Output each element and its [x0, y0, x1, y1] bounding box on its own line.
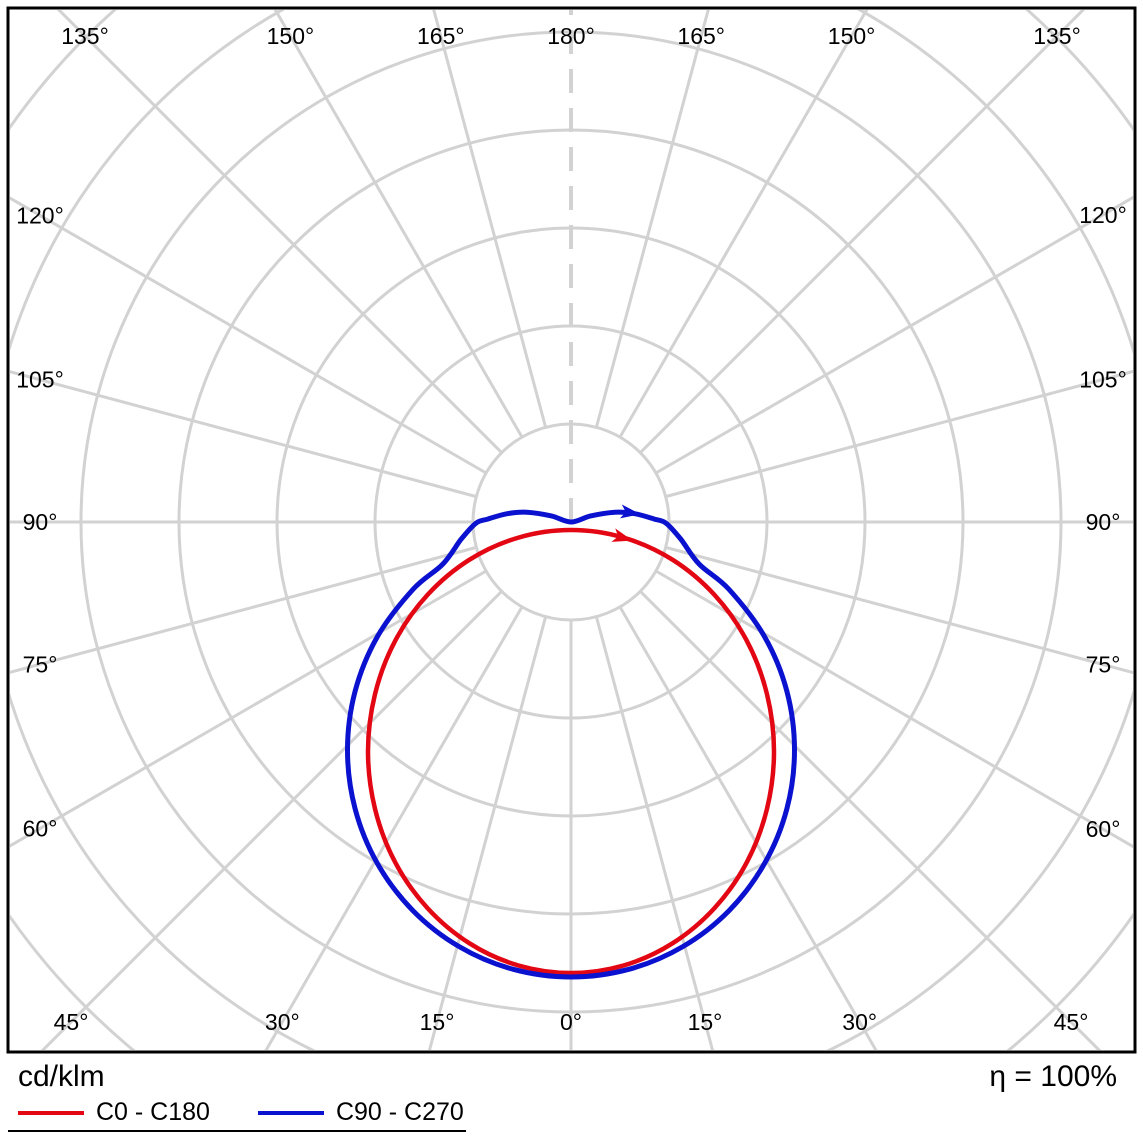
angle-label: 150° [828, 23, 876, 49]
angle-label: 15° [420, 1009, 455, 1035]
angle-label: 0° [560, 1009, 582, 1035]
angle-label: 135° [61, 23, 109, 49]
angle-label: 90° [1086, 509, 1121, 535]
direction-arrow-icon [611, 528, 633, 542]
angle-label: 105° [1079, 366, 1127, 392]
angle-label: 165° [677, 23, 725, 49]
angle-label: 15° [688, 1009, 723, 1035]
legend-underline [8, 1130, 466, 1132]
curve-c90-c270 [345, 509, 797, 980]
angle-label: 120° [1079, 202, 1127, 228]
angle-label: 60° [1086, 816, 1121, 842]
legend-item-c0-c180: C0 - C180 [18, 1098, 210, 1127]
angle-label: 105° [16, 367, 64, 393]
angle-label: 120° [16, 202, 64, 228]
angle-label: 45° [1054, 1009, 1089, 1035]
legend: C0 - C180 C90 - C270 [18, 1098, 512, 1127]
angle-label: 45° [54, 1009, 89, 1035]
efficiency-label: η = 100% [989, 1060, 1117, 1093]
direction-arrow-icon [619, 504, 641, 519]
curve-c0-c180 [365, 527, 777, 976]
legend-item-c90-c270: C90 - C270 [257, 1098, 464, 1127]
legend-label-c0-c180: C0 - C180 [96, 1098, 210, 1126]
angle-label: 90° [23, 509, 58, 535]
angle-label: 165° [417, 23, 465, 49]
legend-label-c90-c270: C90 - C270 [335, 1098, 464, 1126]
c0-c180-line-swatch [18, 1110, 84, 1115]
c90-c270-line-swatch [257, 1110, 324, 1115]
angle-label: 75° [1086, 652, 1121, 678]
angle-label: 30° [842, 1009, 877, 1035]
angle-label: 180° [547, 23, 595, 49]
angle-label: 30° [265, 1009, 300, 1035]
unit-label: cd/klm [18, 1060, 105, 1093]
angle-label: 60° [23, 816, 58, 842]
angle-label: 75° [23, 651, 58, 677]
angle-label: 135° [1033, 23, 1081, 49]
angle-label: 150° [267, 23, 315, 49]
